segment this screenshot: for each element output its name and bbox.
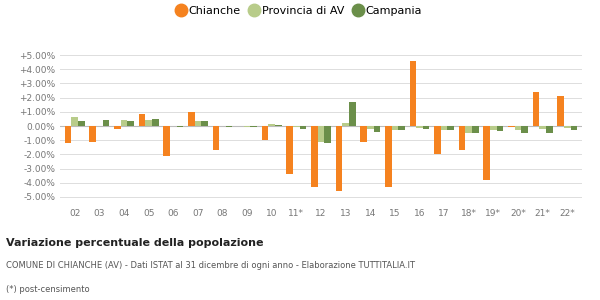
Bar [546, 126, 553, 133]
Bar [139, 114, 145, 126]
Text: (*) post-censimento: (*) post-censimento [6, 285, 89, 294]
Bar [103, 120, 109, 126]
Bar [244, 126, 250, 127]
Bar [448, 126, 454, 130]
Bar [201, 121, 208, 126]
Bar [564, 126, 571, 128]
Bar [484, 126, 490, 180]
Bar [65, 126, 71, 143]
Bar [188, 112, 194, 126]
Bar [121, 120, 127, 126]
Bar [250, 126, 257, 127]
Bar [317, 126, 325, 142]
Bar [410, 61, 416, 126]
Bar [392, 126, 398, 130]
Bar [374, 126, 380, 132]
Bar [423, 126, 430, 129]
Bar [349, 102, 356, 126]
Bar [398, 126, 405, 130]
Bar [78, 121, 85, 126]
Bar [521, 126, 528, 133]
Bar [533, 92, 539, 126]
Bar [515, 126, 521, 130]
Bar [466, 126, 472, 133]
Bar [557, 96, 564, 126]
Bar [311, 126, 317, 187]
Bar [441, 126, 448, 130]
Bar [152, 119, 158, 126]
Bar [490, 126, 497, 130]
Bar [342, 123, 349, 126]
Bar [145, 120, 152, 126]
Bar [114, 126, 121, 129]
Legend: Chianche, Provincia di AV, Campania: Chianche, Provincia di AV, Campania [178, 6, 422, 16]
Bar [268, 124, 275, 126]
Bar [360, 126, 367, 142]
Bar [176, 126, 183, 127]
Bar [472, 126, 479, 133]
Bar [293, 126, 300, 128]
Bar [497, 126, 503, 131]
Bar [459, 126, 466, 150]
Bar [226, 126, 232, 127]
Bar [194, 121, 201, 126]
Bar [385, 126, 392, 187]
Bar [71, 117, 78, 126]
Bar [212, 126, 219, 150]
Bar [416, 126, 423, 128]
Bar [163, 126, 170, 156]
Bar [286, 126, 293, 174]
Bar [325, 126, 331, 143]
Bar [275, 124, 282, 126]
Bar [89, 126, 96, 142]
Bar [434, 126, 441, 154]
Bar [262, 126, 268, 140]
Bar [367, 126, 374, 129]
Bar [300, 126, 307, 129]
Bar [335, 126, 342, 191]
Bar [508, 126, 515, 128]
Text: Variazione percentuale della popolazione: Variazione percentuale della popolazione [6, 238, 263, 248]
Text: COMUNE DI CHIANCHE (AV) - Dati ISTAT al 31 dicembre di ogni anno - Elaborazione : COMUNE DI CHIANCHE (AV) - Dati ISTAT al … [6, 261, 415, 270]
Bar [539, 126, 546, 129]
Bar [127, 121, 134, 126]
Bar [571, 126, 577, 130]
